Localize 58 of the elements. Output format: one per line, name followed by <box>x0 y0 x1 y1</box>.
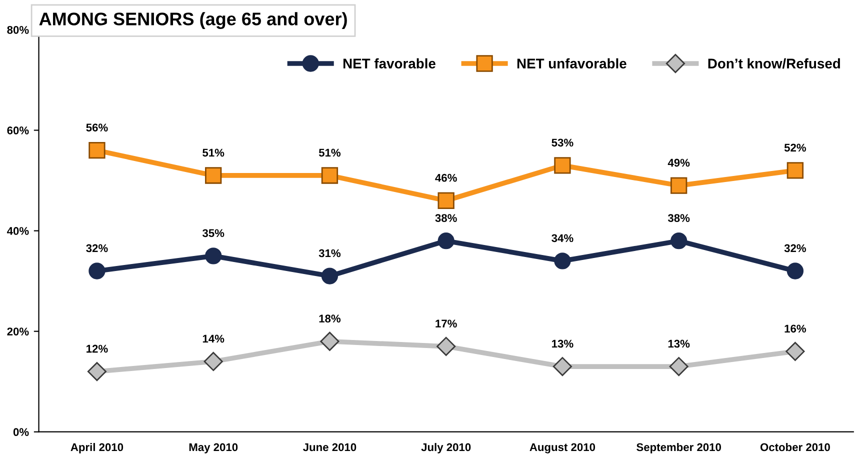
legend-label: NET favorable <box>343 58 436 68</box>
legend-label: Don’t know/Refused <box>708 58 840 69</box>
x-tick-label: September 2010 <box>636 442 721 454</box>
data-label: 32% <box>784 244 806 252</box>
point <box>204 352 223 372</box>
legend-label: NET unfavorable <box>517 58 626 68</box>
point <box>438 192 454 209</box>
x-tick-label: July 2010 <box>421 442 471 454</box>
data-label: 18% <box>319 314 341 323</box>
data-label: 13% <box>552 340 574 348</box>
y-tick-label: 80% <box>7 26 29 34</box>
chart-title: AMONG SENIORS (age 65 and over) <box>39 12 347 30</box>
data-label: 51% <box>318 148 341 157</box>
y-tick-label: 60% <box>7 126 29 134</box>
data-label: 35% <box>202 229 224 238</box>
y-tick-label: 20% <box>7 328 29 336</box>
point <box>554 252 571 270</box>
point <box>87 362 107 382</box>
point <box>554 157 571 174</box>
point <box>88 142 106 159</box>
data-label: 53% <box>552 138 574 147</box>
x-tick-label: October 2010 <box>760 442 830 452</box>
x-tick-label: May 2010 <box>189 443 238 454</box>
point <box>670 232 688 250</box>
data-label: 13% <box>668 340 690 348</box>
point <box>321 268 338 284</box>
point <box>205 167 222 184</box>
data-label: 38% <box>435 214 457 222</box>
point <box>205 248 222 264</box>
point <box>88 262 106 280</box>
point <box>438 232 454 250</box>
point <box>669 356 688 376</box>
data-label: 38% <box>668 214 690 222</box>
point <box>786 162 804 179</box>
point <box>552 356 572 376</box>
point <box>670 177 688 194</box>
y-tick-label: 0% <box>13 428 29 436</box>
x-tick-label: April 2010 <box>70 442 124 454</box>
data-label: 52% <box>784 144 806 152</box>
x-tick-label: August 2010 <box>530 443 596 454</box>
point <box>321 167 338 184</box>
point <box>320 332 340 351</box>
data-label: 34% <box>552 234 574 242</box>
point <box>436 336 456 356</box>
data-label: 17% <box>436 320 457 328</box>
data-label: 51% <box>202 148 224 157</box>
y-tick-label: 40% <box>7 227 29 235</box>
x-tick-label: June 2010 <box>303 443 356 452</box>
data-label: 16% <box>784 324 806 333</box>
point <box>786 262 804 280</box>
data-label: 56% <box>86 124 108 132</box>
data-label: 12% <box>86 344 108 353</box>
data-label: 32% <box>86 244 108 252</box>
data-label: 31% <box>318 249 341 258</box>
point <box>786 342 805 361</box>
data-label: 49% <box>668 158 690 167</box>
data-label: 46% <box>435 174 457 182</box>
data-label: 14% <box>202 334 224 343</box>
